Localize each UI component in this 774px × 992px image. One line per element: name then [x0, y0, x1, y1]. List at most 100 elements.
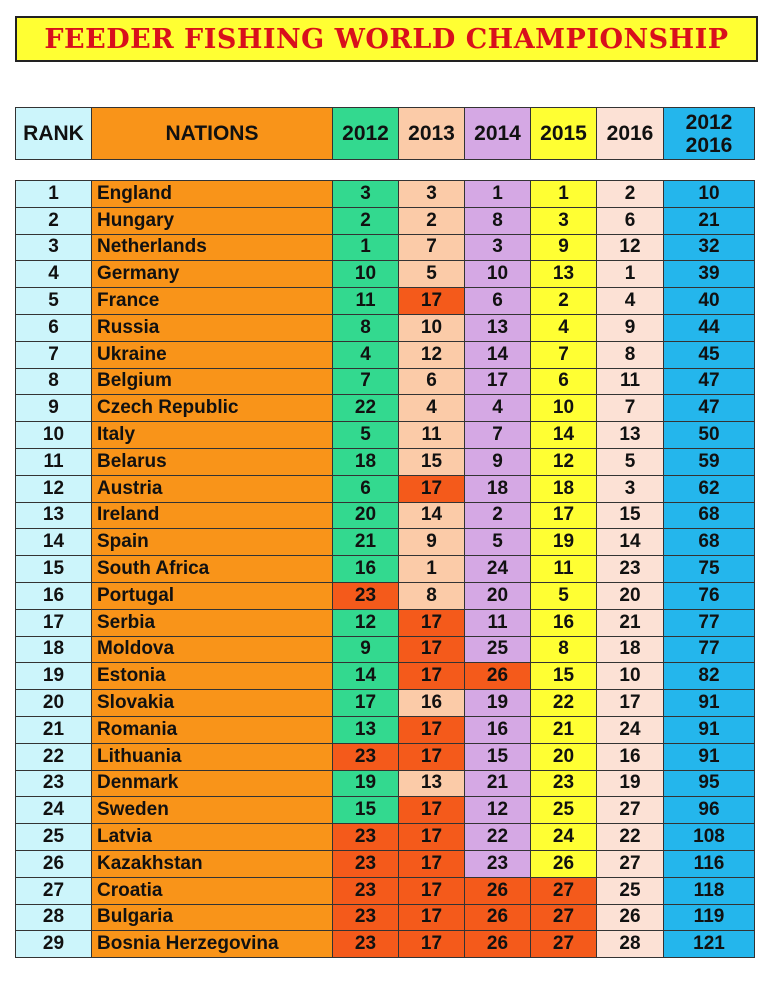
year-2015-cell: 3: [530, 206, 597, 235]
year-2012-cell: 21: [332, 528, 399, 557]
page-title: FEEDER FISHING WORLD CHAMPIONSHIP: [15, 16, 758, 62]
year-2016-cell: 13: [596, 421, 664, 449]
year-2012-cell: 18: [332, 447, 399, 476]
year-2013-cell: 9: [398, 528, 465, 557]
standings-body: 1 England 3 3 1 1 2 10 2 Hungary 2 2 8 3 6 21 3 Netherlan…: [15, 180, 755, 959]
nation-cell: Germany: [91, 260, 333, 289]
total-cell: 50: [663, 421, 755, 449]
year-2014-cell: 22: [464, 823, 531, 851]
year-2014-cell: 8: [464, 206, 531, 235]
year-2013-cell: 17: [398, 662, 465, 691]
rank-cell: 2: [15, 206, 92, 235]
year-2012-cell: 23: [332, 849, 399, 878]
table-row: 25 Latvia 23 17 22 24 22 108: [15, 823, 755, 851]
table-row: 24 Sweden 15 17 12 25 27 96: [15, 796, 755, 825]
rank-cell: 18: [15, 635, 92, 664]
year-2015-cell: 18: [530, 474, 597, 503]
total-cell: 77: [663, 608, 755, 637]
year-2013-cell: 17: [398, 930, 465, 959]
year-2016-cell: 2: [596, 180, 664, 208]
standings-table: 1 England 3 3 1 1 2 10 2 Hungary 2 2 8 3 6 21 3 Netherlan…: [15, 180, 755, 959]
year-2015-cell: 14: [530, 421, 597, 449]
rank-cell: 27: [15, 876, 92, 905]
table-row: 15 South Africa 16 1 24 11 23 75: [15, 555, 755, 583]
table-row: 11 Belarus 18 15 9 12 5 59: [15, 447, 755, 476]
year-2012-cell: 3: [332, 180, 399, 208]
year-2015-cell: 15: [530, 662, 597, 691]
year-2016-cell: 16: [596, 742, 664, 771]
year-2014-cell: 20: [464, 581, 531, 610]
nation-cell: France: [91, 287, 333, 315]
year-2013-cell: 14: [398, 501, 465, 530]
year-2016-cell: 18: [596, 635, 664, 664]
total-cell: 91: [663, 742, 755, 771]
table-row: 19 Estonia 14 17 26 15 10 82: [15, 662, 755, 691]
year-2012-cell: 15: [332, 796, 399, 825]
year-2013-cell: 6: [398, 367, 465, 396]
total-cell: 62: [663, 474, 755, 503]
year-2012-cell: 23: [332, 930, 399, 959]
year-2016-cell: 27: [596, 849, 664, 878]
table-row: 29 Bosnia Herzegovina 23 17 26 27 28 121: [15, 930, 755, 959]
rank-cell: 9: [15, 394, 92, 423]
rank-cell: 3: [15, 233, 92, 262]
year-2013-cell: 13: [398, 769, 465, 798]
table-row: 3 Netherlands 1 7 3 9 12 32: [15, 233, 755, 262]
year-2016-cell: 22: [596, 823, 664, 851]
year-2015-cell: 25: [530, 796, 597, 825]
year-2015-cell: 27: [530, 930, 597, 959]
total-cell: 77: [663, 635, 755, 664]
year-2012-cell: 12: [332, 608, 399, 637]
table-row: 1 England 3 3 1 1 2 10: [15, 180, 755, 208]
total-cell: 40: [663, 287, 755, 315]
year-2014-cell: 15: [464, 742, 531, 771]
year-2014-cell: 7: [464, 421, 531, 449]
total-cell: 118: [663, 876, 755, 905]
year-2014-cell: 12: [464, 796, 531, 825]
year-2015-cell: 19: [530, 528, 597, 557]
total-cell: 45: [663, 340, 755, 369]
nation-cell: Lithuania: [91, 742, 333, 771]
year-2014-cell: 11: [464, 608, 531, 637]
year-2015-cell: 7: [530, 340, 597, 369]
rank-cell: 6: [15, 313, 92, 342]
nation-cell: Belarus: [91, 447, 333, 476]
nation-cell: Romania: [91, 715, 333, 744]
total-cell: 47: [663, 394, 755, 423]
table-row: 21 Romania 13 17 16 21 24 91: [15, 715, 755, 744]
rank-cell: 8: [15, 367, 92, 396]
total-cell: 44: [663, 313, 755, 342]
year-2012-cell: 23: [332, 876, 399, 905]
year-2013-cell: 17: [398, 635, 465, 664]
year-2015-cell: 6: [530, 367, 597, 396]
year-2013-cell: 17: [398, 715, 465, 744]
total-cell: 32: [663, 233, 755, 262]
year-2015-cell: 22: [530, 689, 597, 717]
rank-cell: 17: [15, 608, 92, 637]
year-2013-cell: 7: [398, 233, 465, 262]
year-2012-cell: 23: [332, 742, 399, 771]
total-cell: 68: [663, 528, 755, 557]
year-2014-cell: 3: [464, 233, 531, 262]
rank-cell: 15: [15, 555, 92, 583]
year-2016-cell: 4: [596, 287, 664, 315]
year-2014-cell: 23: [464, 849, 531, 878]
year-2015-cell: 13: [530, 260, 597, 289]
year-2012-cell: 23: [332, 823, 399, 851]
total-cell: 59: [663, 447, 755, 476]
year-2015-cell: 27: [530, 876, 597, 905]
nation-cell: Portugal: [91, 581, 333, 610]
table-row: 8 Belgium 7 6 17 6 11 47: [15, 367, 755, 396]
nation-cell: Bosnia Herzegovina: [91, 930, 333, 959]
year-2013-cell: 17: [398, 287, 465, 315]
year-2015-cell: 10: [530, 394, 597, 423]
year-2016-cell: 24: [596, 715, 664, 744]
year-2014-cell: 19: [464, 689, 531, 717]
year-2013-cell: 1: [398, 555, 465, 583]
total-cell: 82: [663, 662, 755, 691]
table-row: 10 Italy 5 11 7 14 13 50: [15, 421, 755, 449]
year-2012-cell: 20: [332, 501, 399, 530]
year-2012-cell: 8: [332, 313, 399, 342]
year-2014-cell: 18: [464, 474, 531, 503]
nation-cell: Serbia: [91, 608, 333, 637]
